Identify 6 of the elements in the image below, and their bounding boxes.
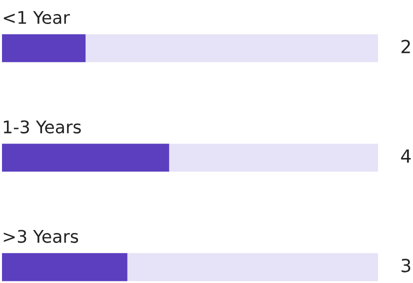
data-label: 4 <box>401 149 411 163</box>
y-tick-label: 1-3 Years <box>4 120 81 134</box>
y-tick-label: <1 Year <box>4 11 70 24</box>
data-label: 3 <box>402 258 410 272</box>
data-label: 2 <box>402 40 410 54</box>
y-tick-label: >3 Years <box>4 230 78 243</box>
